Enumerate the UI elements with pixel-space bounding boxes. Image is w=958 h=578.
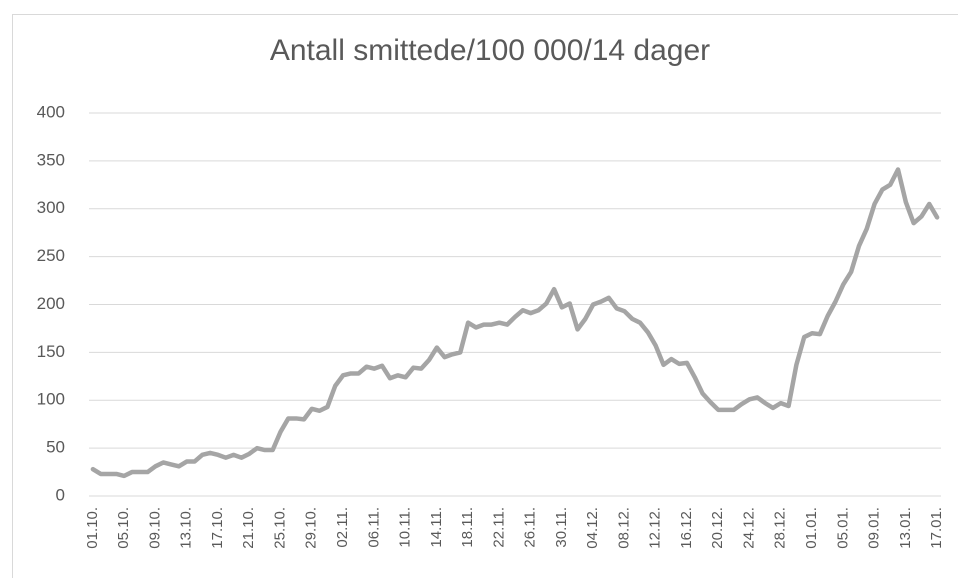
chart-frame	[12, 14, 958, 578]
x-tick-label: 05.10.	[115, 507, 132, 549]
y-tick-label: 250	[37, 246, 65, 265]
y-tick-label: 200	[37, 294, 65, 313]
x-tick-label: 08.12.	[615, 507, 632, 549]
x-tick-label: 24.12.	[740, 507, 757, 549]
y-tick-label: 50	[46, 438, 65, 457]
x-tick-label: 06.11.	[365, 507, 382, 548]
x-tick-label: 28.12.	[772, 507, 789, 549]
y-tick-label: 350	[37, 150, 65, 169]
x-tick-label: 01.10.	[84, 507, 101, 549]
x-tick-label: 05.01.	[834, 507, 851, 549]
x-tick-label: 13.10.	[178, 507, 195, 549]
data-line	[90, 167, 940, 479]
x-tick-label: 17.10.	[209, 507, 226, 549]
y-tick-label: 300	[37, 198, 65, 217]
x-tick-label: 12.12.	[647, 507, 664, 549]
y-tick-label: 100	[37, 390, 65, 409]
x-tick-label: 29.10.	[303, 507, 320, 549]
x-tick-label: 20.12.	[709, 507, 726, 549]
x-tick-label: 17.01.	[928, 507, 945, 549]
x-tick-label: 18.11.	[459, 507, 476, 548]
x-tick-label: 21.10.	[240, 507, 257, 549]
x-tick-label: 09.01.	[866, 507, 883, 549]
x-tick-label: 13.01.	[897, 507, 914, 549]
x-tick-label: 25.10.	[271, 507, 288, 549]
x-tick-label: 16.12.	[678, 507, 695, 549]
y-tick-label: 150	[37, 342, 65, 361]
y-tick-label: 0	[56, 485, 65, 504]
y-tick-label: 400	[37, 102, 65, 121]
chart-title: Antall smittede/100 000/14 dager	[270, 34, 710, 67]
x-tick-label: 14.11.	[428, 507, 445, 548]
x-tick-label: 22.11.	[490, 507, 507, 548]
x-tick-label: 10.11.	[397, 507, 414, 548]
x-tick-label: 04.12.	[584, 507, 601, 549]
x-tick-label: 30.11.	[553, 507, 570, 548]
x-tick-label: 09.10.	[146, 507, 163, 549]
x-tick-label: 02.11.	[334, 507, 351, 548]
x-tick-label: 01.01.	[803, 507, 820, 549]
x-tick-label: 26.11.	[522, 507, 539, 548]
